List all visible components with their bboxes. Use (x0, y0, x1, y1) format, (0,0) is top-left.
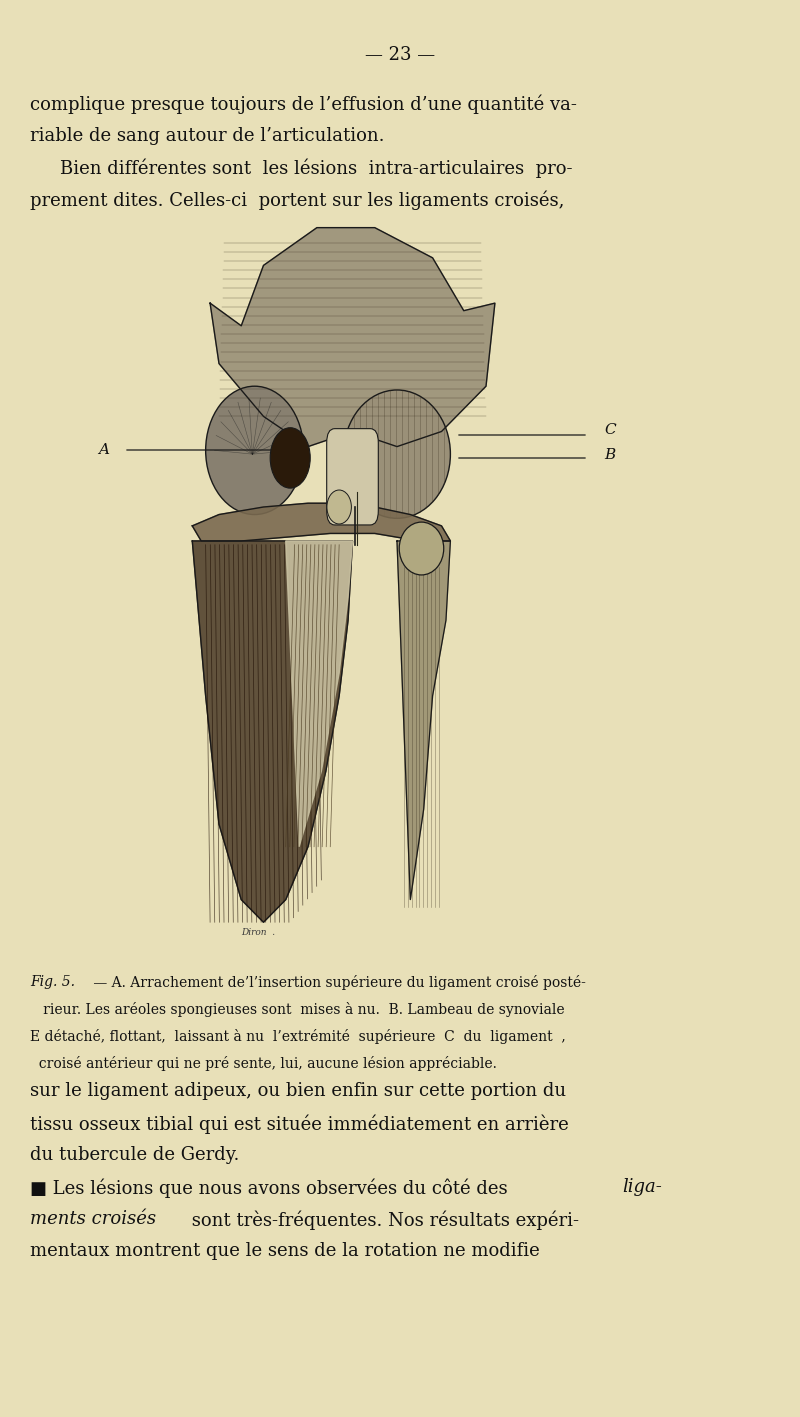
Text: prement dites. Celles-ci  portent sur les ligaments croisés,: prement dites. Celles-ci portent sur les… (30, 191, 565, 211)
Text: sont très-fréquentes. Nos résultats expéri-: sont très-fréquentes. Nos résultats expé… (186, 1210, 579, 1230)
FancyBboxPatch shape (326, 429, 378, 524)
Text: Fig. 5.: Fig. 5. (30, 975, 75, 989)
Text: B: B (604, 448, 615, 462)
Text: ■ Les lésions que nous avons observées du côté des: ■ Les lésions que nous avons observées d… (30, 1178, 514, 1197)
Text: liga-: liga- (622, 1178, 662, 1196)
Text: E détaché, flottant,  laissant à nu  l’extrémité  supérieure  C  du  ligament  ,: E détaché, flottant, laissant à nu l’ext… (30, 1029, 566, 1044)
Text: A: A (98, 444, 110, 458)
Polygon shape (286, 541, 353, 847)
Polygon shape (397, 541, 450, 900)
Ellipse shape (327, 490, 351, 524)
Text: rieur. Les aréoles spongieuses sont  mises à nu.  B. Lambeau de synoviale: rieur. Les aréoles spongieuses sont mise… (30, 1002, 565, 1017)
Ellipse shape (399, 521, 444, 575)
Text: croisé antérieur qui ne pré sente, lui, aucune lésion appréciable.: croisé antérieur qui ne pré sente, lui, … (30, 1056, 498, 1071)
Text: sur le ligament adipeux, ou bien enfin sur cette portion du: sur le ligament adipeux, ou bien enfin s… (30, 1083, 566, 1100)
Text: complique presque toujours de l’effusion d’une quantité va-: complique presque toujours de l’effusion… (30, 95, 578, 115)
Ellipse shape (344, 390, 450, 519)
Text: Diron  .: Diron . (242, 928, 275, 938)
Ellipse shape (270, 428, 310, 487)
Text: tissu osseux tibial qui est située immédiatement en arrière: tissu osseux tibial qui est située imméd… (30, 1114, 569, 1134)
Text: — 23 —: — 23 — (365, 45, 435, 64)
Text: Bien différentes sont  les lésions  intra-articulaires  pro-: Bien différentes sont les lésions intra-… (60, 159, 573, 179)
Text: — A. Arrachement de’l’insertion supérieure du ligament croisé posté-: — A. Arrachement de’l’insertion supérieu… (89, 975, 586, 990)
Ellipse shape (206, 387, 303, 514)
Polygon shape (210, 228, 495, 446)
Text: riable de sang autour de l’articulation.: riable de sang autour de l’articulation. (30, 128, 385, 145)
Text: mentaux montrent que le sens de la rotation ne modifie: mentaux montrent que le sens de la rotat… (30, 1241, 540, 1260)
Text: ments croisés: ments croisés (30, 1210, 157, 1229)
Polygon shape (192, 541, 353, 922)
Text: C: C (604, 424, 616, 436)
Polygon shape (192, 503, 450, 541)
Text: du tubercule de Gerdy.: du tubercule de Gerdy. (30, 1146, 240, 1163)
